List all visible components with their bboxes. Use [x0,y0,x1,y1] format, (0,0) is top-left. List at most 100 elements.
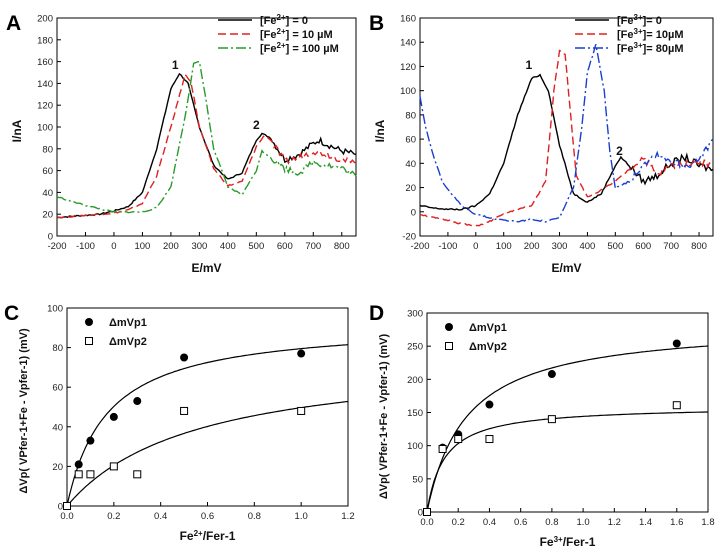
y-tick-label: 80 [52,343,63,354]
fit-curve [66,400,349,507]
y-tick-label: 100 [47,304,63,315]
x-tick-label: 0.4 [483,517,496,528]
peak-annotation: 1 [172,58,179,72]
x-tick-label: 1.6 [670,517,683,528]
y-tick-label: 200 [407,375,423,386]
x-tick-label: 1.0 [295,511,308,522]
peak-annotation: 2 [253,118,260,132]
y-tick-label: 120 [37,101,53,112]
x-tick-label: 800 [691,241,707,252]
fit-curve [66,344,349,507]
y-tick-label: 160 [37,57,53,68]
y-axis-label: ΔVp( VPfer-1+Fe - Vpfer-1) (mV) [378,334,390,500]
data-point [86,470,95,479]
legend-marker [445,342,453,350]
legend-label: ΔmVp1 [109,317,147,329]
legend-label: [Fe3+]= 10µM [617,27,684,41]
y-tick-label: 20 [405,183,416,194]
series-line [56,72,357,219]
panel-label: B [369,12,384,35]
x-tick-label: 0.2 [107,511,120,522]
legend-label: [Fe2+] = 0 [260,13,308,27]
plot-frame [419,17,714,237]
data-point [672,339,681,348]
y-tick-label: 80 [42,144,53,155]
x-tick-label: 500 [607,241,623,252]
y-tick-label: 120 [400,62,416,73]
legend-label: [Fe3+]= 80µM [617,41,684,55]
y-axis-label: I/nA [10,119,24,142]
series-line [56,60,357,214]
x-tick-label: 700 [305,241,321,252]
y-tick-label: 0 [418,508,423,519]
legend-marker [85,318,93,326]
x-tick-label: -200 [410,241,429,252]
x-tick-label: 0.4 [154,511,167,522]
y-tick-label: 40 [405,159,416,170]
y-axis-label: I/nA [373,119,387,142]
y-tick-label: 0 [48,232,53,243]
panel-d: D 0.0 0.2 0.4 0.6 0.8 1.0 1.2 1.4 1.6 1.8 0 50 100 150… [369,302,715,549]
legend-label: ΔmVp2 [109,336,147,348]
x-tick-label: 0.2 [452,517,465,528]
series-line [419,49,714,227]
x-tick-label: 0 [473,241,478,252]
y-tick-label: 100 [400,86,416,97]
x-tick-label: 0.6 [201,511,214,522]
data-point [133,470,142,479]
legend-label: ΔmVp1 [469,322,507,334]
x-tick-label: 0.0 [420,517,433,528]
y-tick-label: 0 [58,502,63,513]
data-point [86,436,95,445]
y-tick-label: 20 [52,462,63,473]
data-point [454,435,463,444]
x-tick-label: 400 [579,241,595,252]
data-point [133,397,142,406]
y-tick-label: 140 [37,79,53,90]
x-tick-label: 0 [111,241,116,252]
legend-label: [Fe3+]= 0 [617,13,662,27]
y-tick-label: 80 [405,110,416,121]
panel-b: B-200 -100 0 100 200 300 400 500 600 700 800-20020… [369,12,714,275]
x-tick-label: 200 [524,241,540,252]
x-tick-label: 600 [277,241,293,252]
x-tick-label: 1.0 [577,517,590,528]
y-tick-label: 150 [407,408,423,419]
x-tick-label: 1.8 [701,517,714,528]
fit-curve [426,345,709,513]
peak-annotation: 2 [616,144,623,158]
series-line [419,44,714,223]
x-tick-label: -100 [438,241,457,252]
y-tick-label: 140 [400,38,416,49]
data-point [485,400,494,409]
data-point [297,406,306,415]
data-point [672,401,681,410]
x-tick-label: 100 [134,241,150,252]
y-tick-label: 200 [37,14,53,25]
data-point [74,470,83,479]
x-tick-label: 1.2 [341,511,354,522]
data-point [109,462,118,471]
data-point [74,460,83,469]
x-axis-label: Fe3+/Fer-1 [540,535,596,549]
y-tick-label: 60 [42,166,53,177]
x-tick-label: 500 [248,241,264,252]
y-tick-label: 50 [412,474,423,485]
data-point [547,370,556,379]
panel-a: A -200 -100 0 100 200 300 400 500 600 700 800 0 20 40 6… [6,12,357,275]
x-tick-label: 0.0 [60,511,73,522]
y-tick-label: 60 [52,383,63,394]
legend-marker [85,337,93,345]
y-tick-label: 100 [37,123,53,134]
y-tick-label: 40 [52,422,63,433]
data-point [297,349,306,358]
y-tick-label: -20 [402,232,416,243]
x-tick-label: 0.8 [545,517,558,528]
data-point [438,444,447,453]
panel-label: A [6,12,21,35]
data-point [180,406,189,415]
x-tick-label: 0.6 [514,517,527,528]
y-tick-label: 300 [407,309,423,320]
x-tick-label: 300 [552,241,568,252]
